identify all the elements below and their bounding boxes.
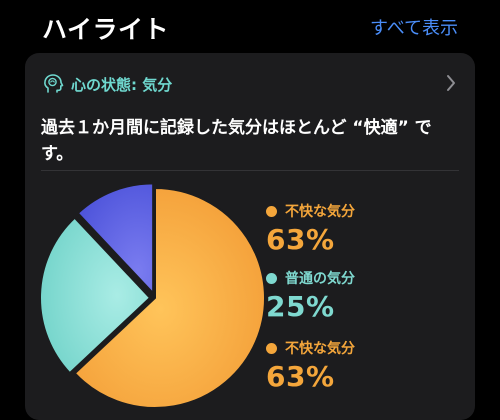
legend-item: 普通の気分 25%	[266, 268, 355, 323]
legend-label-text: 不快な気分	[285, 341, 355, 357]
category-label: 心の状態: 気分	[71, 75, 173, 94]
legend-label: 普通の気分	[266, 268, 355, 288]
legend-label-text: 不快な気分	[285, 204, 355, 220]
highlights-header: ハイライト すべて表示	[0, 0, 500, 52]
mood-pie-chart	[40, 183, 266, 409]
legend-label: 不快な気分	[266, 201, 355, 221]
divider	[41, 170, 459, 171]
pie-slice-comfortable	[73, 186, 266, 409]
pie-slice-unpleasant	[76, 183, 155, 296]
card-header: 心の状態: 気分	[41, 71, 172, 97]
legend-item: 不快な気分 63%	[266, 201, 355, 256]
legend-percentage: 63%	[266, 223, 335, 256]
legend-label-text: 普通の気分	[285, 271, 355, 287]
legend-percentage: 63%	[266, 360, 335, 393]
legend-percentage: 25%	[266, 290, 335, 323]
brain-head-icon	[44, 74, 64, 93]
mood-summary-text: 過去１か月間に記録した気分はほとんど “快適” です。	[41, 118, 432, 164]
pie-slice-neutral	[40, 216, 152, 375]
legend-label: 不快な気分	[266, 338, 355, 358]
legend-dot-icon	[266, 272, 277, 284]
show-all-link[interactable]: すべて表示	[369, 18, 458, 39]
page-title: ハイライト	[42, 15, 170, 44]
legend-item: 不快な気分 63%	[266, 338, 355, 393]
legend-dot-icon	[266, 342, 277, 354]
mood-highlight-card[interactable]: 心の状態: 気分 過去１か月間に記録した気分はほとんど “快適” です。 不快な…	[25, 53, 475, 420]
legend-dot-icon	[266, 205, 277, 217]
chevron-right-icon[interactable]	[445, 73, 457, 93]
